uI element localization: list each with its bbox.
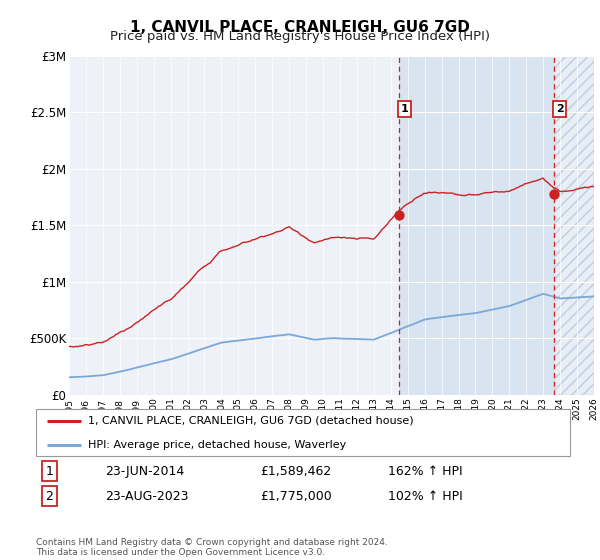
Text: 2: 2 (556, 104, 563, 114)
Text: 1, CANVIL PLACE, CRANLEIGH, GU6 7GD: 1, CANVIL PLACE, CRANLEIGH, GU6 7GD (130, 20, 470, 35)
Text: 162% ↑ HPI: 162% ↑ HPI (388, 465, 463, 478)
FancyBboxPatch shape (36, 409, 570, 456)
Text: 1, CANVIL PLACE, CRANLEIGH, GU6 7GD (detached house): 1, CANVIL PLACE, CRANLEIGH, GU6 7GD (det… (88, 416, 414, 426)
Text: HPI: Average price, detached house, Waverley: HPI: Average price, detached house, Wave… (88, 440, 347, 450)
Text: Contains HM Land Registry data © Crown copyright and database right 2024.
This d: Contains HM Land Registry data © Crown c… (36, 538, 388, 557)
Text: 1: 1 (46, 465, 53, 478)
Point (549, 190, 559, 199)
Text: £1,589,462: £1,589,462 (260, 465, 332, 478)
Text: Price paid vs. HM Land Registry's House Price Index (HPI): Price paid vs. HM Land Registry's House … (110, 30, 490, 43)
Text: 2: 2 (46, 490, 53, 503)
Point (394, 211, 404, 220)
Text: 23-JUN-2014: 23-JUN-2014 (106, 465, 185, 478)
Bar (399, 56, 554, 395)
Bar (554, 56, 594, 395)
Text: 102% ↑ HPI: 102% ↑ HPI (388, 490, 463, 503)
Text: 23-AUG-2023: 23-AUG-2023 (106, 490, 189, 503)
Text: £1,775,000: £1,775,000 (260, 490, 332, 503)
Text: 1: 1 (400, 104, 408, 114)
